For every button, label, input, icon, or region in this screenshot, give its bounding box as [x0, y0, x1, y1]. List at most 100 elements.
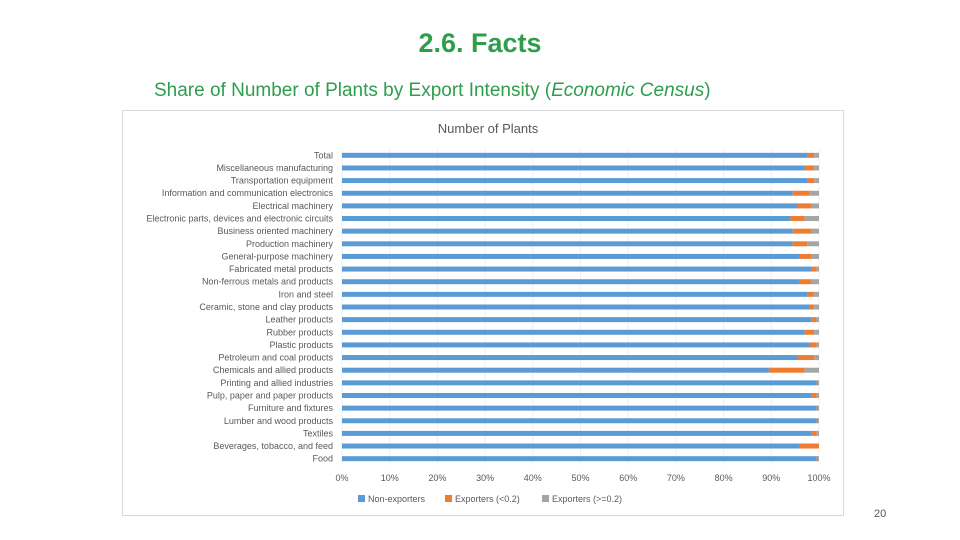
bar-segment: [342, 355, 798, 361]
category-label: Textiles: [303, 428, 334, 438]
x-tick-label: 50%: [571, 473, 589, 483]
chart-title: Number of Plants: [438, 121, 539, 136]
category-label: Beverages, tobacco, and feed: [213, 441, 333, 451]
bar-segment: [809, 190, 819, 196]
bar-segment: [816, 266, 819, 272]
stacked-bar-chart: Number of Plants Total Miscellaneous manu…: [146, 121, 830, 504]
bar-segment: [818, 405, 819, 411]
bar-segment: [804, 367, 819, 373]
category-label: Plastic products: [269, 340, 333, 350]
legend-label: Non-exporters: [368, 494, 426, 504]
category-label: Pulp, paper and paper products: [207, 390, 334, 400]
bar-segment: [816, 456, 819, 462]
bar-segment: [792, 228, 812, 234]
x-tick-label: 70%: [667, 473, 685, 483]
bar-segment: [804, 216, 819, 222]
bar-segment: [797, 355, 815, 361]
x-tick-label: 100%: [807, 473, 830, 483]
bar-segment: [814, 291, 819, 297]
category-label: Business oriented machinery: [217, 226, 333, 236]
bar-segment: [342, 178, 808, 184]
bar-segment: [342, 216, 791, 222]
bar-segment: [342, 241, 793, 247]
bar-segment: [811, 392, 817, 398]
bar-segment: [768, 367, 805, 373]
bar-segment: [818, 380, 819, 386]
bar-segment: [811, 228, 819, 234]
bar-segment: [811, 317, 817, 323]
category-label: Leather products: [265, 315, 333, 325]
bar-segment: [804, 329, 815, 335]
bar-segment: [816, 392, 819, 398]
bar-segment: [792, 190, 810, 196]
x-tick-label: 20%: [428, 473, 446, 483]
bar-segment: [342, 279, 800, 285]
bar-segment: [342, 190, 793, 196]
category-label: Chemicals and allied products: [213, 365, 334, 375]
bar-segment: [816, 430, 819, 436]
bar-segment: [342, 418, 817, 424]
category-label: Petroleum and coal products: [218, 353, 333, 363]
bar-segment: [342, 342, 810, 348]
bar-segment: [342, 253, 800, 259]
bar-segment: [799, 279, 812, 285]
bar-segment: [342, 152, 808, 158]
category-label: Miscellaneous manufacturing: [216, 163, 333, 173]
legend-label: Exporters (>=0.2): [552, 494, 622, 504]
bar-segment: [807, 241, 819, 247]
legend-swatch: [358, 495, 365, 502]
category-label: Information and communication electronic…: [162, 188, 334, 198]
subtitle-end: ): [704, 80, 711, 101]
bar-segment: [811, 279, 819, 285]
bar-segment: [814, 304, 819, 310]
x-tick-label: 0%: [335, 473, 348, 483]
bar-segment: [804, 165, 815, 171]
category-label: Production machinery: [246, 239, 334, 249]
legend-label: Exporters (<0.2): [455, 494, 520, 504]
bar-segment: [807, 178, 815, 184]
slide-title: 2.6. Facts: [418, 28, 542, 58]
bar-segment: [790, 216, 805, 222]
bar-segment: [814, 355, 819, 361]
bar-segment: [811, 266, 817, 272]
bar-segment: [797, 203, 812, 209]
bar-segment: [342, 443, 800, 449]
category-label: Furniture and fixtures: [248, 403, 334, 413]
bar-segment: [811, 430, 817, 436]
category-label: Iron and steel: [278, 289, 333, 299]
bar-segment: [814, 329, 819, 335]
bar-segment: [811, 203, 819, 209]
bar-segment: [814, 178, 819, 184]
x-tick-label: 10%: [381, 473, 399, 483]
bar-segment: [342, 266, 812, 272]
bar-segment: [799, 253, 812, 259]
bar-segment: [816, 405, 819, 411]
bar-segment: [342, 317, 812, 323]
bar-segment: [816, 418, 819, 424]
x-tick-label: 90%: [762, 473, 780, 483]
bar-segment: [814, 152, 819, 158]
bar-segment: [809, 304, 815, 310]
slide-subtitle: Share of Number of Plants by Export Inte…: [154, 80, 711, 102]
bar-segment: [342, 228, 793, 234]
category-label: Fabricated metal products: [229, 264, 334, 274]
x-tick-label: 60%: [619, 473, 637, 483]
bar-segment: [818, 456, 819, 462]
bar-segment: [342, 430, 812, 436]
bar-segment: [342, 304, 810, 310]
bar-segment: [811, 253, 819, 259]
bar-segment: [342, 405, 817, 411]
category-label: Lumber and wood products: [224, 416, 334, 426]
category-label: Printing and allied industries: [220, 378, 333, 388]
bar-segment: [807, 152, 815, 158]
bar-segment: [342, 291, 808, 297]
bar-segment: [342, 367, 769, 373]
bar-segment: [818, 418, 819, 424]
category-label: Rubber products: [266, 327, 333, 337]
bar-segment: [342, 392, 812, 398]
subtitle-main: Share of Number of Plants by Export Inte…: [154, 80, 552, 101]
bar-segment: [816, 342, 819, 348]
category-label: Total: [314, 150, 333, 160]
category-label: Electrical machinery: [252, 201, 333, 211]
category-label: Food: [312, 454, 333, 464]
